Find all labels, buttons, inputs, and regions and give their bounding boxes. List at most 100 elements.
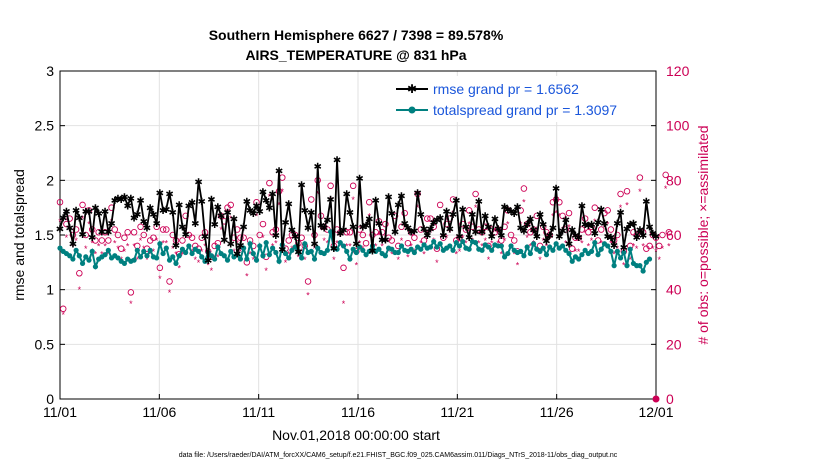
obs-possible-point	[343, 229, 350, 236]
obs-possible-point	[98, 237, 106, 244]
rmse-point: ✱	[484, 222, 492, 233]
obs-assimilated-point: *	[638, 187, 642, 197]
obs-assimilated-point: *	[284, 258, 288, 268]
rmse-point: ✱	[175, 200, 183, 211]
rmse-point: ✱	[146, 204, 154, 215]
rmse-point: ✱	[204, 256, 212, 267]
rmse-point: ✱	[136, 196, 144, 207]
rmse-point: ✱	[391, 228, 399, 239]
obs-possible-point	[56, 198, 64, 206]
totalspread-point	[537, 248, 543, 254]
totalspread-point	[460, 238, 466, 245]
rmse-point: ✱	[91, 204, 99, 215]
obs-assimilated-point: *	[81, 214, 85, 224]
obs-assimilated-point: *	[87, 220, 91, 230]
totalspread-point	[598, 246, 604, 252]
rmse-point: ✱	[629, 219, 637, 230]
rmse-point: ✱	[645, 222, 653, 233]
rmse-point: ✱	[423, 231, 431, 242]
obs-assimilated-point: *	[264, 266, 268, 276]
rmse-point: ✱	[478, 228, 486, 239]
totalspread-point	[308, 248, 314, 254]
totalspread-point	[559, 243, 566, 249]
totalspread-point	[592, 240, 598, 246]
obs-possible-point	[304, 278, 312, 285]
legend: ✱ rmse grand pr = 1.6562 totalspread gra…	[390, 76, 652, 122]
totalspread-point	[299, 255, 305, 261]
totalspread-point	[350, 246, 356, 252]
totalspread-point	[353, 249, 359, 256]
totalspread-point	[344, 248, 350, 254]
obs-assimilated-point: *	[316, 190, 320, 200]
totalspread-point	[92, 264, 99, 270]
totalspread-point	[617, 255, 624, 261]
grid-lines	[60, 71, 656, 399]
obs-assimilated-point: *	[358, 239, 362, 249]
rmse-point: ✱	[545, 231, 553, 242]
rmse-point: ✱	[365, 215, 373, 226]
obs-assimilated-point: *	[416, 203, 420, 213]
totalspread-point	[505, 250, 511, 257]
rmse-point: ✱	[152, 219, 160, 230]
y2-tick-label: 20	[666, 336, 682, 352]
totalspread-point	[247, 241, 253, 247]
obs-assimilated-point: *	[599, 239, 603, 249]
rmse-point: ✱	[339, 226, 347, 237]
obs-assimilated-point: *	[512, 250, 516, 260]
rmse-point: ✱	[500, 203, 508, 214]
totalspread-point	[550, 247, 556, 253]
rmse-point: ✱	[178, 222, 186, 233]
obs-possible-point	[59, 305, 67, 313]
totalspread-point	[79, 260, 86, 267]
obs-possible-point	[472, 190, 479, 198]
obs-assimilated-point: *	[397, 255, 401, 265]
totalspread-point	[450, 247, 456, 253]
legend-spread-marker	[408, 106, 416, 114]
x-tick-label: 11/21	[440, 404, 474, 420]
obs-assimilated-point: *	[181, 250, 185, 260]
totalspread-point	[357, 244, 363, 250]
rmse-point: ✱	[243, 197, 251, 208]
obs-assimilated-point: *	[351, 195, 355, 205]
obs-assimilated-point: *	[332, 255, 336, 265]
rmse-point: ✱	[465, 233, 473, 244]
rmse-point: ✱	[410, 227, 418, 238]
obs-assimilated-point: *	[667, 241, 671, 251]
obs-assimilated-point: *	[477, 239, 481, 249]
totalspread-point	[234, 252, 240, 258]
rmse-point: ✱	[165, 189, 173, 200]
obs-assimilated-point: *	[152, 247, 156, 257]
rmse-point: ✱	[375, 219, 383, 230]
obs-assimilated-point: *	[622, 261, 626, 271]
obs-possible-point	[285, 237, 292, 244]
totalspread-point	[157, 241, 163, 247]
rmse-point: ✱	[307, 208, 315, 219]
rmse-point: ✱	[581, 220, 589, 231]
totalspread-point	[215, 244, 221, 250]
obs-possible-point	[559, 212, 566, 220]
obs-assimilated-point: *	[78, 285, 82, 295]
obs-assimilated-point: *	[455, 250, 459, 260]
totalspread-point	[508, 243, 514, 249]
rmse-point: ✱	[536, 210, 544, 221]
obs-assimilated-point: *	[522, 198, 526, 208]
totalspread-point	[244, 256, 250, 262]
obs-possible-point	[662, 171, 669, 179]
rmse-point: ✱	[452, 196, 460, 207]
totalspread-point	[154, 255, 160, 261]
x-tick-label: 11/26	[540, 404, 574, 420]
rmse-point: ✱	[455, 232, 463, 243]
obs-assimilated-point: *	[203, 241, 207, 251]
obs-possible-point	[159, 226, 167, 233]
rmse-point: ✱	[233, 250, 241, 261]
obs-possible-point	[76, 270, 83, 277]
obs-assimilated-point: *	[155, 236, 159, 246]
obs-possible-point	[111, 226, 119, 233]
obs-assimilated-point: *	[300, 247, 304, 257]
obs-assimilated-point: *	[235, 239, 239, 249]
totalspread-point	[608, 248, 614, 254]
obs-possible-point	[623, 188, 631, 195]
rmse-point: ✱	[526, 215, 534, 226]
totalspread-point	[186, 243, 192, 249]
rmse-point: ✱	[268, 189, 276, 200]
